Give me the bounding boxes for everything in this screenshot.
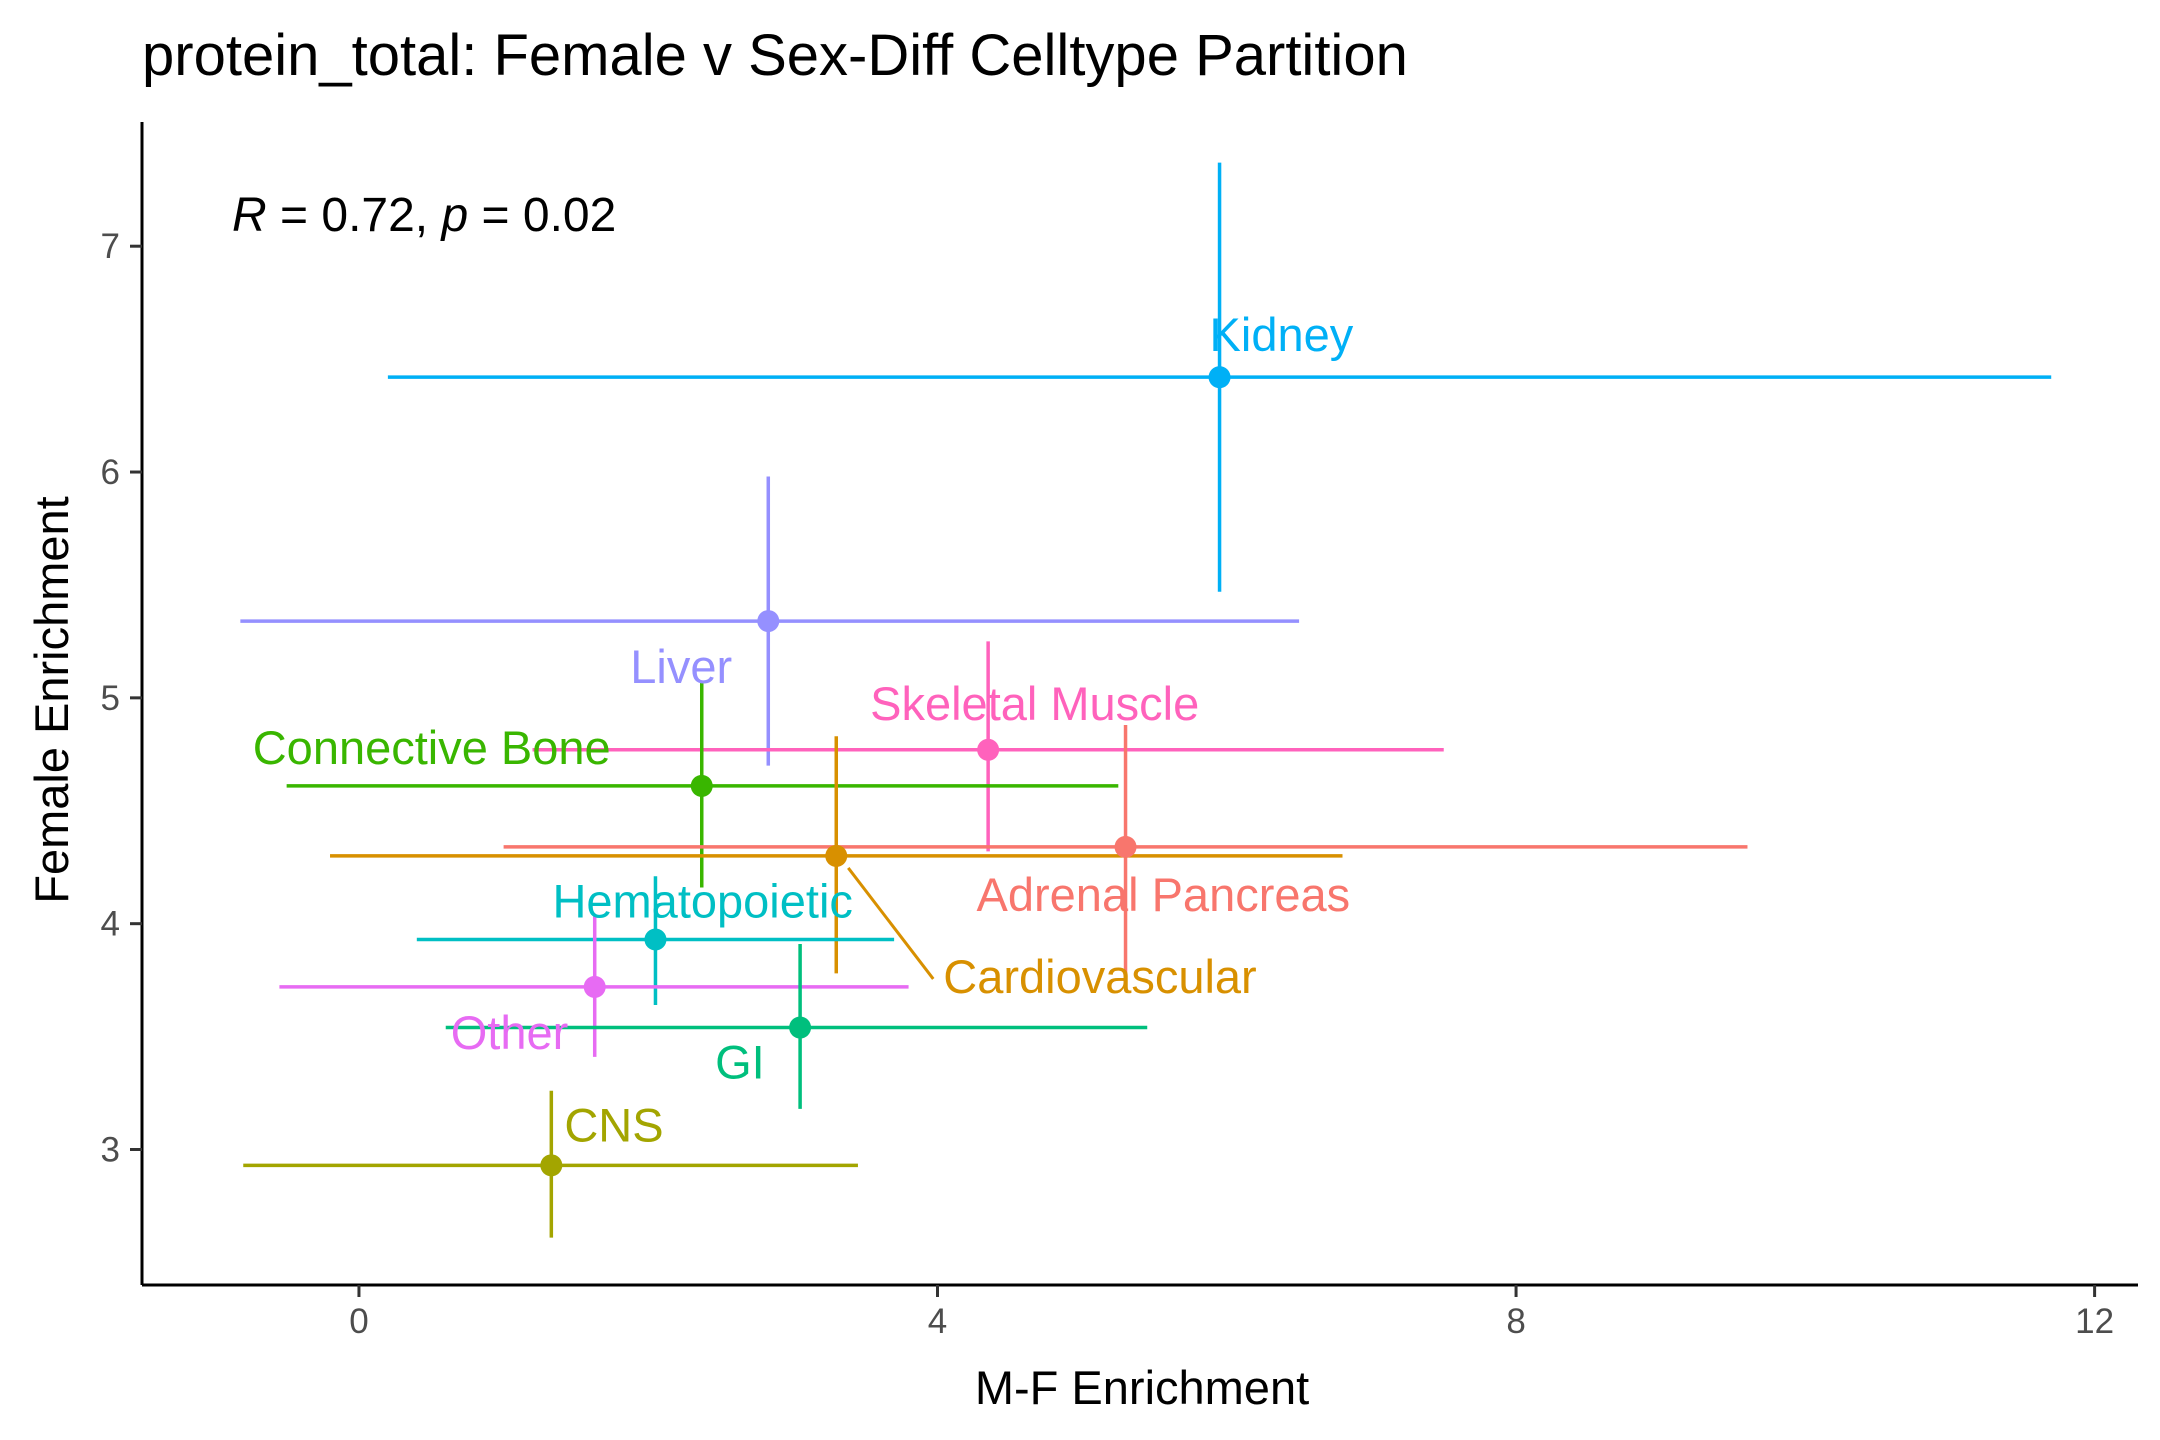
liver-label: Liver xyxy=(630,640,732,693)
axes xyxy=(140,122,2138,1287)
cns-label: CNS xyxy=(564,1098,663,1151)
points-layer xyxy=(540,366,1231,1177)
other-point xyxy=(583,975,606,998)
hematopoietic-label: Hematopoietic xyxy=(552,874,852,927)
x-tick-label: 0 xyxy=(349,1302,368,1341)
x-axis-ticks: 0 4 8 12 xyxy=(349,1285,2114,1341)
adrenal-pancreas-point xyxy=(1114,835,1137,858)
hematopoietic-point xyxy=(644,928,667,951)
connective-bone-label: Connective Bone xyxy=(253,721,611,774)
skeletal-muscle-point xyxy=(977,738,1000,761)
cardiovascular-leader-line xyxy=(847,867,935,980)
x-tick-label: 8 xyxy=(1506,1302,1525,1341)
connective-bone-point xyxy=(690,774,713,797)
p-value-text: = 0.02 xyxy=(468,189,616,242)
kidney-label: Kidney xyxy=(1210,308,1354,361)
skeletal-muscle-label: Skeletal Muscle xyxy=(870,677,1199,730)
r-value-text: = 0.72, xyxy=(267,189,442,242)
cns-point xyxy=(540,1154,563,1177)
y-tick-label: 5 xyxy=(101,679,120,718)
y-tick-label: 6 xyxy=(101,453,120,492)
y-axis-title: Female Enrichment xyxy=(25,496,78,904)
cardiovascular-label: Cardiovascular xyxy=(943,950,1256,1003)
p-symbol: p xyxy=(439,189,468,242)
x-axis-title: M-F Enrichment xyxy=(975,1361,1309,1414)
y-tick-label: 3 xyxy=(101,1131,120,1170)
kidney-point xyxy=(1208,366,1231,389)
chart-title: protein_total: Female v Sex-Diff Celltyp… xyxy=(142,23,1408,88)
x-tick-label: 4 xyxy=(928,1302,947,1341)
other-label: Other xyxy=(451,1006,569,1059)
cardiovascular-point xyxy=(825,844,848,867)
liver-point xyxy=(757,610,780,633)
point-labels-layer: Kidney Liver Skeletal Muscle Connective Bon… xyxy=(253,308,1354,1151)
adrenal-pancreas-label: Adrenal Pancreas xyxy=(977,868,1351,921)
label-leader-lines xyxy=(847,867,935,980)
r-symbol: R xyxy=(232,189,267,242)
y-axis-ticks: 3 4 5 6 7 xyxy=(101,227,142,1170)
y-tick-label: 4 xyxy=(101,905,120,944)
gi-label: GI xyxy=(715,1036,765,1089)
x-tick-label: 12 xyxy=(2075,1302,2114,1341)
y-tick-label: 7 xyxy=(101,227,120,266)
correlation-annotation: R = 0.72, p = 0.02 xyxy=(232,189,616,242)
gi-point xyxy=(789,1016,812,1039)
